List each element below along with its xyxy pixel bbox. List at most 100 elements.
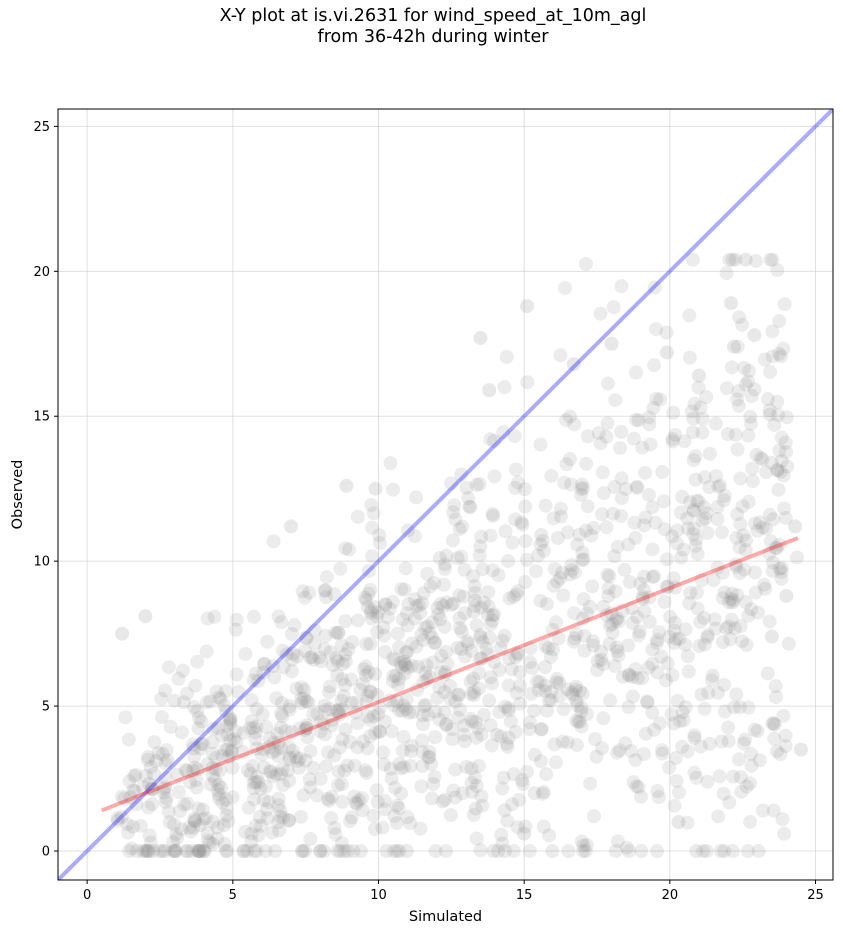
data-point xyxy=(642,590,657,605)
data-point xyxy=(686,411,701,426)
data-point xyxy=(721,720,736,735)
data-point xyxy=(662,760,677,775)
data-point xyxy=(610,834,625,849)
data-point xyxy=(502,591,517,606)
data-point xyxy=(647,358,662,373)
data-point xyxy=(479,641,494,656)
data-point xyxy=(195,802,210,817)
data-point xyxy=(398,658,413,673)
data-point xyxy=(171,671,186,686)
data-point xyxy=(350,613,365,628)
data-point xyxy=(287,618,302,633)
data-point xyxy=(292,760,307,775)
data-point xyxy=(464,643,479,658)
data-point xyxy=(439,644,454,659)
data-point xyxy=(228,724,243,739)
data-point xyxy=(548,755,563,770)
data-point xyxy=(769,541,784,556)
data-point xyxy=(200,611,215,626)
data-point xyxy=(457,734,472,749)
data-point xyxy=(386,668,401,683)
data-point xyxy=(241,800,256,815)
data-point xyxy=(345,635,360,650)
data-point xyxy=(509,462,524,477)
data-point xyxy=(557,475,572,490)
data-point xyxy=(633,576,648,591)
data-point xyxy=(569,738,584,753)
data-point xyxy=(621,667,636,682)
data-point xyxy=(778,435,793,450)
data-point xyxy=(342,542,357,557)
data-point xyxy=(398,561,413,576)
y-tick-label: 5 xyxy=(42,700,50,715)
data-point xyxy=(387,652,402,667)
data-point xyxy=(242,721,257,736)
data-point xyxy=(110,813,125,828)
data-point xyxy=(388,668,403,683)
data-point xyxy=(154,710,169,725)
data-point xyxy=(115,789,130,804)
data-point xyxy=(759,521,774,536)
data-point xyxy=(416,633,431,648)
data-point xyxy=(347,789,362,804)
data-point xyxy=(692,639,707,654)
data-point xyxy=(170,831,185,846)
data-point xyxy=(682,495,697,510)
data-point xyxy=(772,346,787,361)
data-point xyxy=(220,742,235,757)
data-point xyxy=(712,769,727,784)
data-point xyxy=(281,813,296,828)
data-point xyxy=(629,779,644,794)
data-point xyxy=(332,740,347,755)
data-point xyxy=(485,608,500,623)
data-point xyxy=(386,698,401,713)
data-point xyxy=(342,735,357,750)
data-point xyxy=(274,741,289,756)
data-point xyxy=(363,685,378,700)
data-point xyxy=(377,802,392,817)
data-point xyxy=(743,814,758,829)
data-point xyxy=(555,565,570,580)
data-point xyxy=(299,694,314,709)
data-point xyxy=(618,481,633,496)
data-point xyxy=(224,743,239,758)
data-point xyxy=(455,786,470,801)
data-point xyxy=(498,524,513,539)
data-point xyxy=(368,481,383,496)
data-point xyxy=(146,844,161,859)
data-point xyxy=(450,551,465,566)
data-point xyxy=(772,443,787,458)
data-point xyxy=(759,465,774,480)
data-point xyxy=(533,754,548,769)
data-point xyxy=(340,844,355,859)
data-point xyxy=(390,694,405,709)
data-point xyxy=(256,742,271,757)
data-point xyxy=(694,687,709,702)
data-point xyxy=(218,703,233,718)
data-point xyxy=(382,693,397,708)
data-point xyxy=(694,573,709,588)
data-point xyxy=(448,512,463,527)
data-point xyxy=(774,349,789,364)
data-point xyxy=(600,376,615,391)
data-point xyxy=(244,826,259,841)
data-point xyxy=(520,764,535,779)
data-point xyxy=(671,785,686,800)
data-point xyxy=(158,794,173,809)
data-point xyxy=(674,550,689,565)
data-point xyxy=(275,709,290,724)
data-point xyxy=(430,690,445,705)
data-point xyxy=(522,722,537,737)
data-point xyxy=(652,625,667,640)
data-point xyxy=(127,769,142,784)
data-point xyxy=(246,609,261,624)
data-point xyxy=(432,680,447,695)
data-point xyxy=(614,471,629,486)
data-point xyxy=(586,638,601,653)
data-point xyxy=(187,811,202,826)
data-point xyxy=(599,608,614,623)
data-point xyxy=(533,437,548,452)
data-point xyxy=(240,763,255,778)
data-point xyxy=(664,707,679,722)
